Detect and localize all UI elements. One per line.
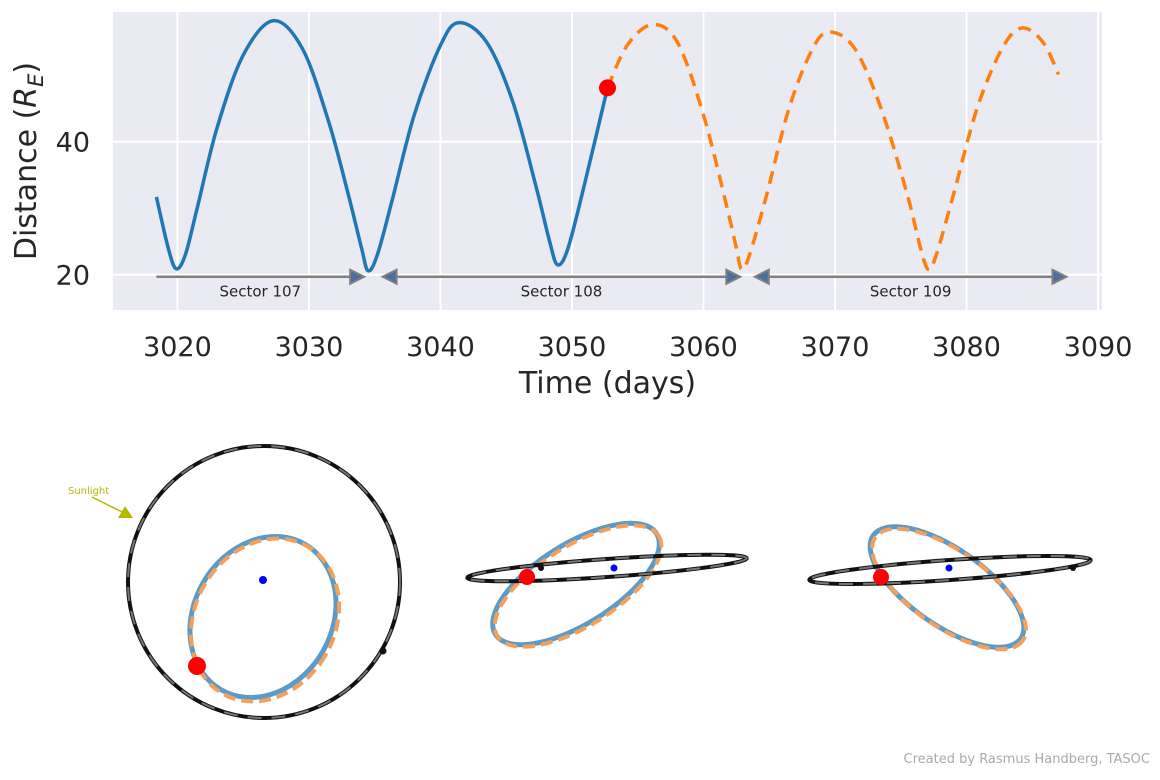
orbit-predicted [870,526,1028,652]
earth [259,576,267,584]
line [605,22,1061,272]
y-axis-label-part: Distance ( [9,108,44,260]
sector-label: Sector 109 [870,283,952,301]
orbit-predicted [188,536,342,704]
x-tick-label: 3070 [801,332,870,363]
sector-arrowhead [1051,268,1069,286]
y-axis-label-part: E [24,73,48,87]
earth-orbit-dash [808,554,1092,586]
moon [538,565,544,571]
sector-label: Sector 107 [219,283,301,301]
earth-orbit-dash [466,553,748,583]
sector-arrowhead [349,268,367,286]
credit: Created by Rasmus Handberg, TASOC [904,752,1150,767]
y-axis-label: Distance (RE) [9,62,48,260]
sector-arrowhead [380,268,398,286]
x-tick-label: 3090 [1064,332,1133,363]
plot-background [113,12,1102,310]
y-tick-label: 40 [56,128,90,159]
earth-orbit-dash [127,445,401,719]
x-tick-label: 3040 [406,332,475,363]
x-tick-label: 3060 [669,332,738,363]
x-tick-label: 3020 [143,332,212,363]
orbit-past [867,524,1027,650]
x-tick-label: 3030 [275,332,344,363]
sector-arrowhead [752,268,770,286]
y-tick-label: 20 [56,261,90,292]
line [154,18,610,273]
earth [610,564,618,572]
satellite [873,569,889,585]
y-axis-label-part: R [9,87,44,108]
x-tick-label: 3050 [538,332,607,363]
x-axis-label: Time (days) [518,366,696,401]
sunlight-arrow [91,496,123,513]
earth [945,564,953,572]
current-position [599,79,616,97]
sunlight-arrowhead [118,506,133,518]
satellite [188,657,206,675]
moon [379,647,387,655]
y-axis-label-part: ) [9,62,44,74]
orbit-past [490,520,662,648]
orbit-predicted [492,523,664,649]
x-tick-label: 3080 [932,332,1001,363]
orbit-views: Sunlight [68,444,1093,720]
satellite [519,569,535,585]
sunlight-label: Sunlight [68,486,109,497]
sector-label: Sector 108 [521,283,603,301]
moon [1070,565,1076,571]
sector-arrowhead [725,268,743,286]
